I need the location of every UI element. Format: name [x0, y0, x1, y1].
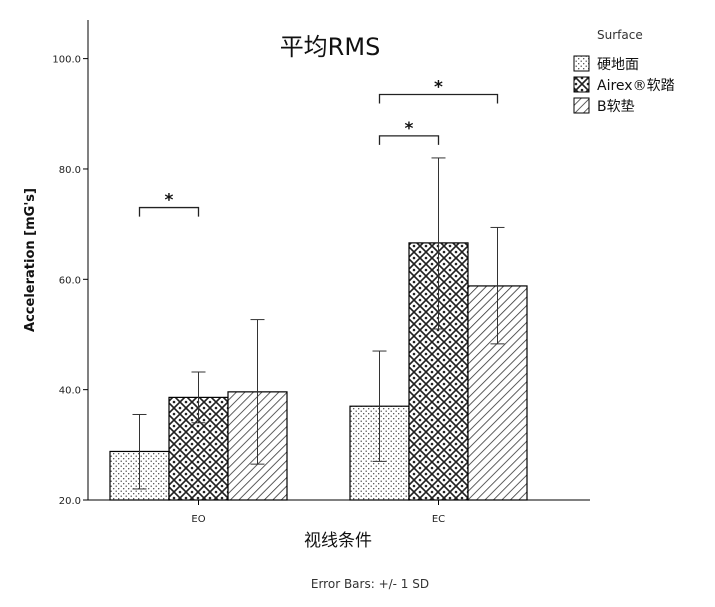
- error-bar: [490, 226, 505, 345]
- y-tick-label: 20.0: [59, 496, 81, 507]
- y-ticks: 20.0 40.0 60.0 80.0 100.0: [52, 55, 88, 507]
- significance-bracket: *: [378, 119, 440, 145]
- x-tick-label-eo: EO: [191, 514, 205, 525]
- x-axis-label: 视线条件: [304, 531, 372, 551]
- y-tick-label: 60.0: [59, 275, 81, 286]
- bars: [109, 242, 528, 501]
- legend-swatch-series-2: [573, 76, 590, 93]
- significance-bracket: *: [138, 191, 200, 217]
- error-bar: [132, 413, 147, 490]
- error-bar: [250, 319, 265, 465]
- footnote: Error Bars: +/- 1 SD: [311, 577, 429, 591]
- significance-annotations: * * *: [138, 77, 499, 217]
- legend-label-series-2: Airex®软踏: [597, 78, 675, 94]
- legend-swatch-series-1: [573, 55, 590, 72]
- y-tick-label: 100.0: [52, 55, 81, 66]
- legend-label-series-3: B软垫: [597, 99, 635, 115]
- legend-swatch-series-3: [573, 97, 590, 114]
- significance-star: *: [165, 191, 174, 211]
- y-tick-label: 40.0: [59, 386, 81, 397]
- plot-area: 20.0 40.0 60.0 80.0 100.0 * * * EO EC: [52, 20, 590, 525]
- legend: Surface 硬地面 Airex®软踏 B软垫: [573, 28, 675, 115]
- chart-title: 平均RMS: [280, 33, 381, 61]
- y-tick-label: 80.0: [59, 165, 81, 176]
- error-bar: [372, 350, 387, 462]
- legend-title: Surface: [597, 28, 643, 42]
- error-bar: [431, 157, 446, 330]
- x-ticks: EO EC: [191, 500, 445, 525]
- significance-star: *: [434, 77, 443, 97]
- significance-bracket: *: [378, 77, 499, 104]
- x-tick-label-ec: EC: [432, 514, 445, 525]
- legend-label-series-1: 硬地面: [597, 57, 639, 73]
- error-bars: [132, 157, 505, 490]
- y-axis-label: Acceleration [mG's]: [23, 188, 38, 332]
- error-bar: [191, 371, 206, 424]
- significance-star: *: [405, 119, 414, 139]
